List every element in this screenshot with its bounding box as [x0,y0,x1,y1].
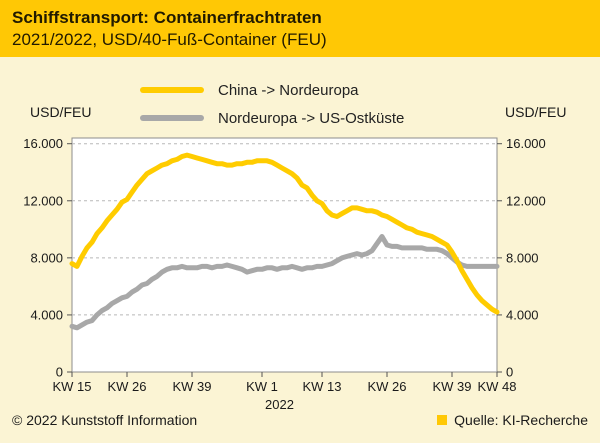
x-tick-label: KW 39 [172,379,211,394]
footer: © 2022 Kunststoff Information Quelle: KI… [0,412,600,436]
copyright-text: © 2022 Kunststoff Information [12,412,198,428]
series-line-china-nordeuropa [69,152,500,315]
source-marker-icon [437,415,448,425]
axis-unit-right: USD/FEU [505,104,567,120]
x-tick-label: KW 26 [107,379,146,394]
y-tick-label-left: 0 [56,365,63,380]
y-tick-label-left: 8.000 [30,250,63,265]
y-tick-label-left: 4.000 [30,307,63,322]
legend-item-china-nordeuropa: China -> Nordeuropa [140,76,404,104]
header-band: Schiffstransport: Containerfrachtraten 2… [0,0,600,57]
legend: China -> Nordeuropa Nordeuropa -> US-Ost… [140,76,404,132]
axis-unit-left: USD/FEU [30,104,92,120]
y-tick-label-right: 12.000 [506,193,546,208]
legend-label: China -> Nordeuropa [218,81,359,99]
source-text: Quelle: KI-Recherche [454,412,588,428]
legend-swatch-nordeuropa-usostkueste [140,115,204,121]
page-subtitle: 2021/2022, USD/40-Fuß-Container (FEU) [12,30,327,49]
x-tick-label: KW 15 [52,379,91,394]
page-title: Schiffstransport: Containerfrachtraten [12,8,322,27]
legend-swatch-china-nordeuropa [140,87,204,93]
plot-area [71,137,498,373]
y-tick-label-right: 16.000 [506,136,546,151]
y-tick-label-left: 12.000 [23,193,63,208]
x-tick-label: KW 13 [302,379,341,394]
year-label: 2022 [265,397,294,412]
x-tick-label: KW 1 [246,379,278,394]
y-tick-label-right: 0 [506,365,513,380]
legend-label: Nordeuropa -> US-Ostküste [218,109,405,127]
y-tick-label-right: 4.000 [506,307,539,322]
legend-item-nordeuropa-usostkueste: Nordeuropa -> US-Ostküste [140,104,404,132]
x-tick-label: KW 48 [477,379,516,394]
y-tick-label-left: 16.000 [23,136,63,151]
y-tick-label-right: 8.000 [506,250,539,265]
x-tick-label: KW 26 [367,379,406,394]
x-tick-label: KW 39 [432,379,471,394]
source-wrap: Quelle: KI-Recherche [437,412,588,428]
series-line-nordeuropa-us-ostk-ste [69,234,500,331]
